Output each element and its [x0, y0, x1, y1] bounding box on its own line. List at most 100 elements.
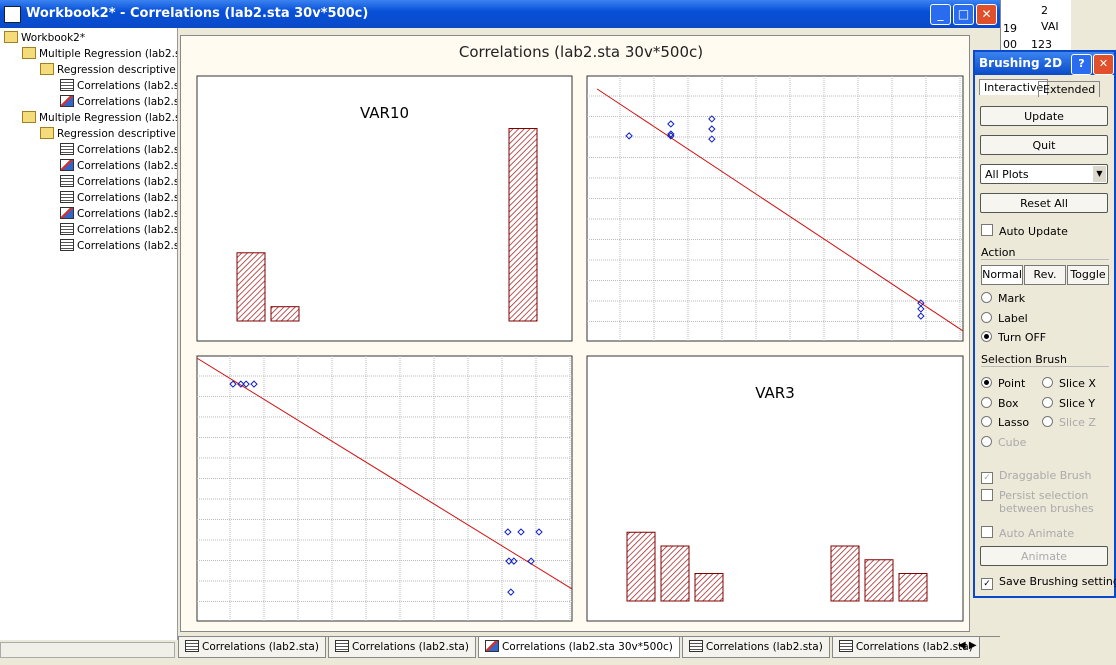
app-icon — [4, 6, 21, 23]
graph: Correlations (lab2.sta 30v*500c) VAR10 VAR… — [196, 43, 964, 622]
scope-combo[interactable]: All Plots — [980, 164, 1108, 184]
tree-item[interactable]: Correlations (lab2.s — [60, 174, 178, 190]
radio — [981, 416, 992, 427]
radio — [1042, 416, 1053, 427]
icon — [60, 159, 74, 171]
tab[interactable]: Correlations (lab2.sta) — [327, 637, 476, 658]
tab[interactable]: Correlations (lab2.sta 30v*500c) — [477, 637, 680, 658]
action-radio[interactable]: Turn OFF — [981, 331, 1046, 344]
help-button[interactable]: ? — [1071, 54, 1092, 75]
label: Save Brushing settings — [999, 575, 1116, 588]
bar — [508, 128, 538, 322]
label: Multiple Regression (lab2.st — [39, 112, 178, 124]
histogram-title: VAR10 — [360, 104, 409, 122]
minimize-button[interactable]: _ — [930, 4, 951, 25]
point — [667, 132, 675, 140]
tree-item[interactable]: Correlations (lab2.s — [60, 206, 177, 222]
tab[interactable]: Correlations (lab2.sta) — [831, 637, 980, 658]
point — [708, 115, 716, 123]
tab-scroll[interactable]: ◀ ▶ — [958, 640, 977, 651]
radio — [981, 435, 992, 447]
action-radio[interactable]: Label — [981, 311, 1028, 325]
icon — [60, 223, 74, 235]
bar — [830, 545, 860, 602]
mode-button[interactable]: Normal — [981, 265, 1023, 285]
tree-item[interactable]: Correlations (lab2.s — [60, 158, 178, 174]
radio — [981, 311, 992, 323]
tree-group[interactable]: Multiple Regression (lab2.st — [22, 46, 177, 62]
tree-item[interactable]: Correlations (lab2.s — [60, 238, 177, 254]
label: Correlations (lab2.s — [77, 144, 178, 156]
tree-item[interactable]: Correlations (lab2.s — [60, 190, 177, 206]
graph-title: Correlations (lab2.sta 30v*500c) — [459, 43, 703, 61]
point — [527, 557, 535, 565]
tree-subgroup[interactable]: Regression descriptive : — [40, 126, 177, 142]
tree-item[interactable]: Correlations (lab2.s — [60, 94, 177, 110]
radio — [981, 377, 992, 388]
brush-radio[interactable]: Slice X — [1042, 377, 1096, 390]
label: Correlations (lab2.s — [77, 80, 178, 92]
tree-root[interactable]: Workbook2* — [4, 30, 85, 46]
cell-text: 19 — [1003, 22, 1017, 35]
point — [667, 120, 675, 128]
tree-scrollbar[interactable] — [0, 642, 175, 658]
dialog-close[interactable]: ✕ — [1093, 54, 1114, 75]
tree-item[interactable]: Correlations (lab2.s — [60, 78, 178, 94]
tree-item[interactable]: Correlations (lab2.s — [60, 222, 178, 238]
brush-radio[interactable]: Box — [981, 396, 1018, 410]
brush-radio[interactable]: Lasso — [981, 416, 1029, 429]
tree-group[interactable]: Multiple Regression (lab2.st — [22, 110, 178, 126]
action-radio[interactable]: Mark — [981, 292, 1025, 305]
tab-extended[interactable]: Extended — [1038, 81, 1101, 97]
label: Lasso — [998, 416, 1030, 429]
brush-radio[interactable]: Slice Y — [1042, 396, 1095, 410]
label: Correlations (lab2.s — [77, 160, 178, 172]
point — [625, 132, 633, 140]
animate-button: Animate — [980, 546, 1108, 566]
tree-subgroup[interactable]: Regression descriptive : — [40, 62, 178, 78]
label: Correlations (lab2.sta) — [855, 641, 973, 653]
bar — [898, 573, 928, 602]
tab[interactable]: Correlations (lab2.sta) — [681, 637, 830, 658]
reset-button[interactable]: Reset All — [980, 193, 1108, 213]
point — [917, 312, 925, 320]
radio — [981, 331, 992, 342]
label: Turn OFF — [998, 331, 1047, 344]
label: Regression descriptive : — [57, 64, 178, 76]
brush-radio[interactable]: Point — [981, 377, 1025, 390]
icon — [185, 640, 199, 652]
cell-text: VAI — [1041, 20, 1059, 33]
tab-interactive[interactable]: Interactive — [979, 79, 1049, 95]
close-button[interactable]: ✕ — [976, 4, 997, 25]
label: Correlations (lab2.s — [77, 224, 178, 236]
update-button[interactable]: Update — [980, 106, 1108, 126]
icon — [60, 175, 74, 187]
point — [708, 135, 716, 143]
mode-button[interactable]: Toggle — [1067, 265, 1109, 285]
bar — [626, 531, 656, 602]
label: Cube — [998, 435, 1027, 449]
combo-arrow[interactable]: ▼ — [1093, 166, 1106, 182]
icon — [60, 207, 74, 219]
point — [535, 528, 543, 536]
label: Correlations (lab2.s — [77, 176, 178, 188]
point — [667, 130, 675, 138]
save-check[interactable]: ✓ Save Brushing settings — [981, 575, 1116, 590]
point — [242, 380, 250, 388]
label: Persist selection between brushes — [999, 489, 1094, 515]
point — [510, 557, 518, 565]
bar — [694, 573, 724, 602]
label: Slice Z — [1059, 416, 1096, 429]
tab[interactable]: Correlations (lab2.sta) — [178, 637, 326, 658]
radio — [1042, 396, 1053, 408]
cell-text: 123 — [1031, 38, 1052, 51]
label: Draggable Brush — [999, 469, 1092, 482]
mode-button[interactable]: Rev. — [1024, 265, 1066, 285]
quit-button[interactable]: Quit — [980, 135, 1108, 155]
tab-bar: Correlations (lab2.sta) Correlations (lab… — [178, 636, 1000, 661]
icon — [40, 127, 54, 139]
maximize-button[interactable]: □ — [953, 4, 974, 25]
radio — [981, 292, 992, 303]
tree-item[interactable]: Correlations (lab2.s — [60, 142, 178, 158]
auto-update-check[interactable]: Auto Update — [981, 224, 1068, 238]
